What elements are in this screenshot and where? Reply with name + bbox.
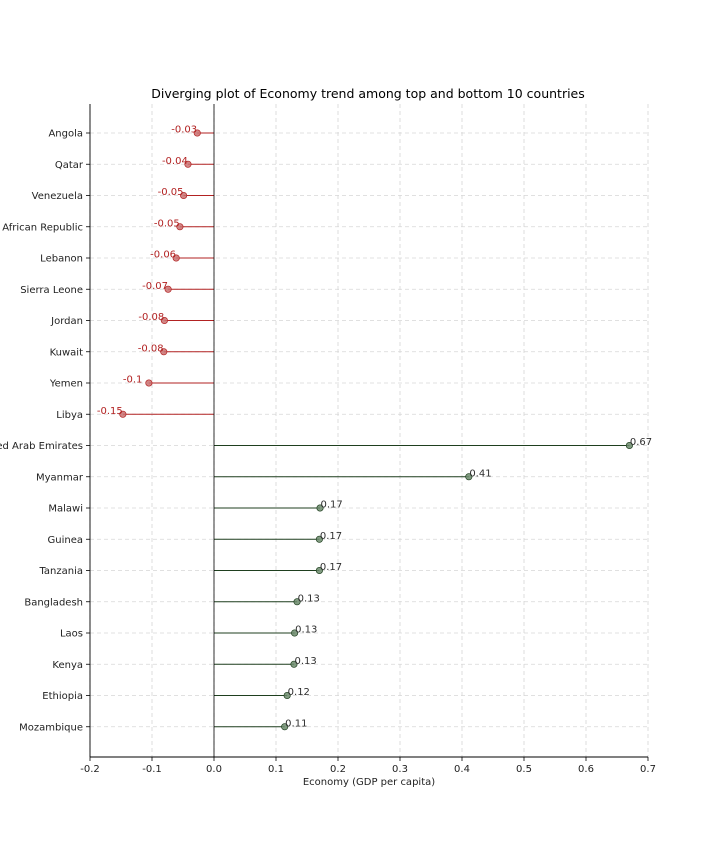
marker <box>180 191 188 200</box>
x-tick-label: -0.1 <box>142 764 162 775</box>
x-tick-label: 0.0 <box>206 764 222 775</box>
marker <box>281 723 289 731</box>
value-label: 0.13 <box>298 593 320 604</box>
y-tick-label: Sierra Leone <box>20 285 83 296</box>
value-label: -0.05 <box>154 218 180 229</box>
marker <box>315 535 323 543</box>
y-tick-label: Mozambique <box>19 722 83 733</box>
y-tick-label: Jordan <box>50 316 83 327</box>
value-label: -0.03 <box>171 125 197 136</box>
y-tick-label: Ethiopia <box>42 691 83 702</box>
x-tick-label: 0.4 <box>454 764 470 775</box>
marker <box>290 660 298 668</box>
x-tick-label: 0.7 <box>640 764 656 775</box>
x-tick-label: 0.5 <box>516 764 532 775</box>
x-tick-label: 0.6 <box>578 764 594 775</box>
marker <box>193 129 201 137</box>
x-tick-label: -0.2 <box>80 764 100 775</box>
x-tick-label: 0.1 <box>268 764 284 775</box>
y-tick-label: Guinea <box>48 535 83 546</box>
y-tick-label: Angola <box>48 129 83 140</box>
x-tick-label: 0.3 <box>392 764 408 775</box>
marker <box>176 223 184 231</box>
marker <box>184 160 192 168</box>
y-tick-label: Bangladesh <box>24 597 83 608</box>
y-tick-label: United Arab Emirates <box>0 441 83 452</box>
y-tick-label: Kenya <box>52 660 83 671</box>
y-tick-label: Myanmar <box>36 472 84 483</box>
value-label: -0.06 <box>150 250 176 261</box>
marker <box>160 316 168 325</box>
marker <box>465 473 473 481</box>
value-label: 0.67 <box>630 437 652 448</box>
marker <box>164 285 172 293</box>
markers <box>119 129 633 731</box>
stems <box>122 132 630 728</box>
marker <box>119 410 127 418</box>
value-label: 0.13 <box>295 625 317 636</box>
marker <box>316 504 324 512</box>
chart-title: Diverging plot of Economy trend among to… <box>151 86 585 101</box>
x-axis-label: Economy (GDP per capita) <box>303 777 435 788</box>
value-label: 0.41 <box>469 468 491 479</box>
marker <box>315 566 323 575</box>
axes <box>89 104 648 758</box>
y-tick-label: Venezuela <box>32 191 83 202</box>
value-label: -0.08 <box>138 312 164 323</box>
y-tick-label: Yemen <box>49 379 83 390</box>
y-tick-label: Malawi <box>48 504 83 515</box>
value-label: -0.05 <box>158 187 184 198</box>
y-tick-label: Lebanon <box>40 254 83 265</box>
marker <box>291 629 299 637</box>
y-tick-label: Laos <box>60 629 83 640</box>
marker <box>625 441 633 450</box>
value-label: -0.1 <box>123 375 143 386</box>
value-labels: -0.03 -0.04 -0.05 -0.05 -0.06 -0.07 -0.08 -0.08… <box>97 125 652 730</box>
value-label: 0.12 <box>288 687 310 698</box>
grid-layer <box>89 104 649 757</box>
y-tick-label: Qatar <box>55 160 84 171</box>
tick-labels: -0.2 -0.1 0.0 0.1 0.2 0.3 0.4 0.5 0.6 0.7 Angola Qa… <box>0 129 656 776</box>
value-label: 0.17 <box>321 500 343 511</box>
value-label: -0.04 <box>162 156 188 167</box>
value-label: 0.11 <box>285 718 307 729</box>
value-label: -0.08 <box>138 343 164 354</box>
y-tick-label: Tanzania <box>38 566 83 577</box>
value-label: 0.13 <box>294 656 316 667</box>
marker <box>293 598 301 606</box>
y-tick-label: Kuwait <box>50 347 83 358</box>
y-tick-label: Central African Republic <box>0 222 83 233</box>
marker <box>160 348 168 356</box>
value-label: 0.17 <box>320 531 342 542</box>
marker <box>172 254 180 262</box>
x-tick-label: 0.2 <box>330 764 346 775</box>
marker <box>283 691 291 700</box>
value-label: -0.07 <box>142 281 168 292</box>
value-label: 0.17 <box>320 562 342 573</box>
y-tick-label: Libya <box>56 410 83 421</box>
marker <box>145 379 153 387</box>
value-label: -0.15 <box>97 406 123 417</box>
